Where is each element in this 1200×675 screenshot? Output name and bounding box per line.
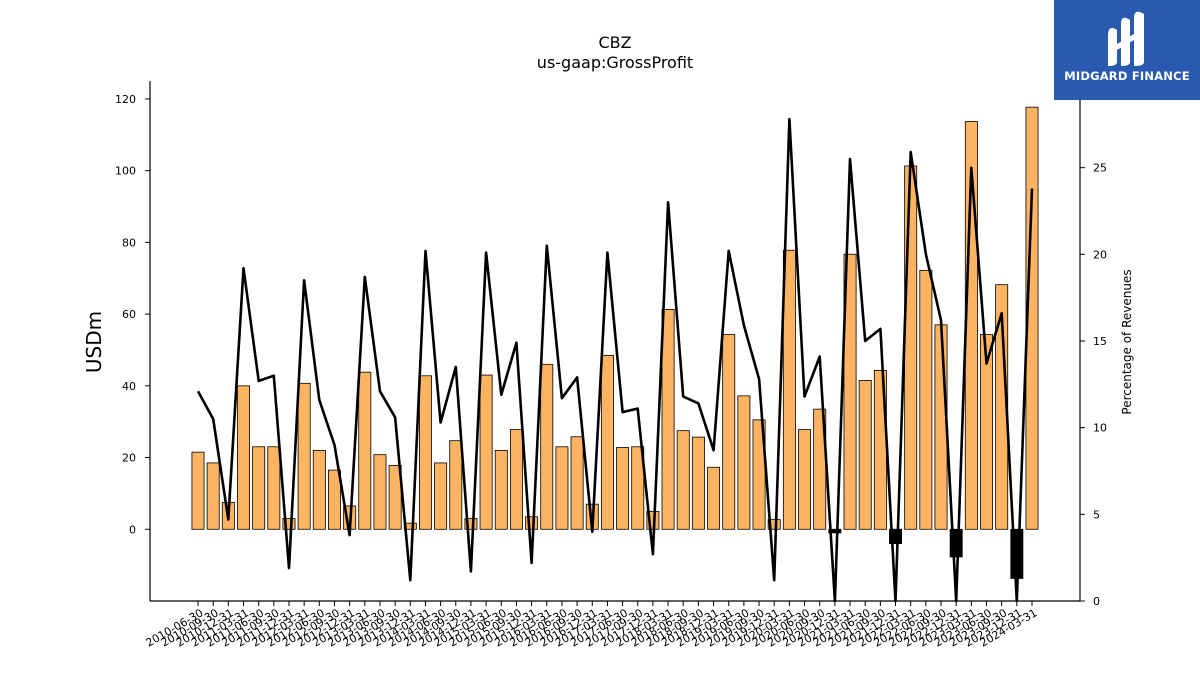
percentage-line	[196, 117, 1034, 603]
bar-2010-09-30	[206, 462, 220, 530]
bar-2015-09-30	[509, 429, 523, 530]
bar-2020-03-31	[782, 249, 796, 530]
bar-2017-09-30	[631, 446, 645, 530]
bar-2014-12-31	[464, 518, 478, 530]
bar-2015-03-31	[479, 374, 493, 530]
bar-2013-09-30	[388, 465, 402, 530]
y-right-tick-label: 25	[1093, 162, 1107, 175]
bar-2011-12-31	[282, 518, 296, 530]
logo-text: MIDGARD FINANCE	[1064, 69, 1190, 83]
bar-2016-03-31	[540, 363, 554, 530]
chart-subtitle: us-gaap:GrossProfit	[537, 53, 693, 72]
y-axis-left-label: USDm	[82, 311, 106, 373]
y-left-tick-label: 120	[115, 93, 136, 106]
bar-2010-06-30	[191, 451, 205, 530]
bar-2012-09-30	[328, 469, 341, 530]
bar-2021-03-31	[843, 253, 857, 530]
bar-2013-03-31	[358, 371, 372, 530]
bar-2011-09-30	[267, 446, 281, 530]
bar-2020-12-31	[828, 528, 842, 534]
bar-2014-09-30	[449, 440, 463, 530]
y-left-tick-label: 40	[122, 380, 136, 393]
y-left-tick-label: 100	[115, 165, 136, 178]
y-right-tick-label: 10	[1093, 422, 1107, 435]
y-right-tick-label: 20	[1093, 248, 1107, 261]
bar-2023-06-30	[980, 334, 993, 530]
bar-2019-03-31	[722, 334, 736, 530]
bar-2015-06-30	[494, 449, 508, 530]
bar-2022-06-30	[919, 269, 933, 530]
y-axis-left: 0 20 40 60 80 100 120	[115, 93, 150, 536]
bar-2011-06-30	[252, 446, 266, 530]
bar-2022-09-30	[934, 324, 948, 530]
midgard-logo-icon	[1108, 11, 1144, 66]
bar-2020-06-30	[798, 429, 812, 530]
x-axis: 2010-06-302010-09-302010-12-312011-03-31…	[144, 601, 1040, 650]
bar-2011-03-31	[237, 385, 250, 530]
y-left-tick-label: 60	[122, 308, 136, 321]
bar-2018-03-31	[661, 309, 675, 530]
bar-2016-06-30	[555, 446, 569, 530]
bar-2014-03-31	[418, 375, 432, 530]
bar-2018-06-30	[676, 430, 690, 530]
y-right-tick-label: 15	[1093, 335, 1107, 348]
chart-title: CBZ	[598, 33, 631, 52]
y-left-tick-label: 80	[122, 236, 136, 249]
bar-2013-06-30	[373, 454, 387, 530]
midgard-finance-logo: MIDGARD FINANCE	[1054, 0, 1200, 100]
bar-2016-09-30	[570, 436, 584, 530]
bar-2022-03-31	[904, 165, 918, 530]
bar-2012-06-30	[312, 449, 326, 530]
line-series	[196, 117, 1034, 603]
bar-2019-06-30	[737, 395, 751, 530]
bar-2017-06-30	[616, 447, 630, 530]
y-right-tick-label: 5	[1093, 508, 1100, 521]
bar-2018-12-31	[707, 466, 721, 530]
bar-2017-03-31	[600, 354, 614, 530]
y-left-tick-label: 0	[129, 523, 136, 536]
y-axis-right: 0 5 10 15 20 25	[1080, 162, 1107, 608]
bar-2018-09-30	[691, 436, 705, 530]
y-right-tick-label: 0	[1093, 595, 1100, 608]
bar-2019-12-31	[767, 519, 781, 530]
bar-2014-06-30	[434, 462, 448, 530]
y-left-tick-label: 20	[122, 452, 136, 465]
y-axis-right-label: Percentage of Revenues	[1120, 269, 1134, 414]
bar-2012-03-31	[297, 382, 311, 530]
bar-2021-06-30	[858, 380, 872, 530]
